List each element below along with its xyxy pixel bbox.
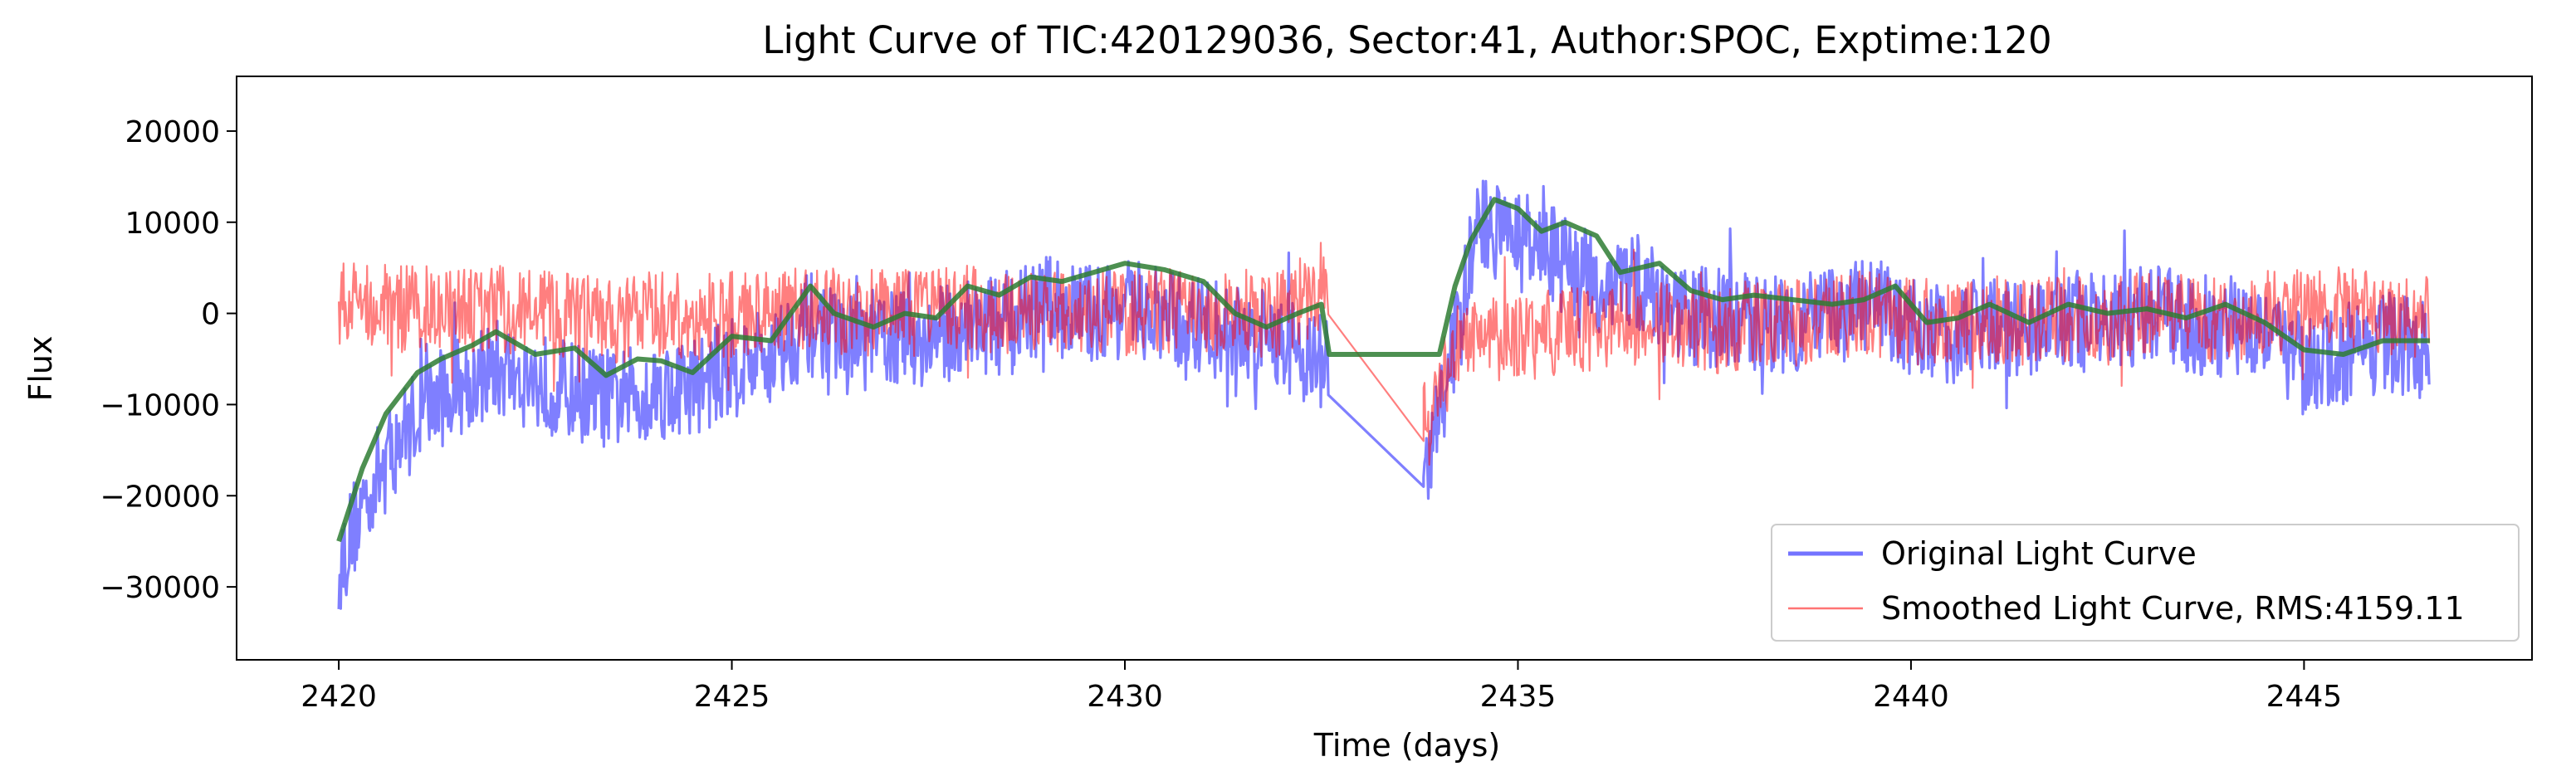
y-tick-label: −30000	[100, 571, 220, 605]
x-tick-label: 2425	[694, 680, 770, 714]
y-axis-label: Flux	[22, 336, 59, 402]
y-tick-label: −10000	[100, 388, 220, 422]
plot-area	[336, 179, 2431, 610]
x-axis: 2420 2425 2430 2435 2440 2445	[301, 660, 2342, 714]
series-smoothed-line	[338, 242, 2431, 466]
y-tick-label: 20000	[125, 115, 220, 149]
legend-label-smoothed: Smoothed Light Curve, RMS:4159.11	[1881, 590, 2465, 627]
legend-box	[1771, 524, 2520, 642]
legend-label-original: Original Light Curve	[1881, 535, 2197, 572]
y-tick-label: 0	[201, 298, 220, 332]
x-tick-label: 2430	[1087, 680, 1163, 714]
x-tick-label: 2435	[1480, 680, 1557, 714]
series-trend-line	[336, 197, 2430, 543]
x-tick-label: 2440	[1873, 680, 1949, 714]
legend: Original Light Curve Smoothed Light Curv…	[1771, 524, 2520, 642]
y-tick-label: −20000	[100, 480, 220, 514]
x-tick-label: 2420	[301, 680, 377, 714]
x-axis-label: Time (days)	[1313, 727, 1500, 764]
x-tick-label: 2445	[2266, 680, 2343, 714]
y-axis: −30000 −20000 −10000 0 10000 20000	[100, 115, 237, 605]
axes-frame	[236, 76, 2533, 661]
chart-title: Light Curve of TIC:420129036, Sector:41,…	[762, 18, 2051, 62]
y-tick-label: 10000	[125, 207, 220, 241]
